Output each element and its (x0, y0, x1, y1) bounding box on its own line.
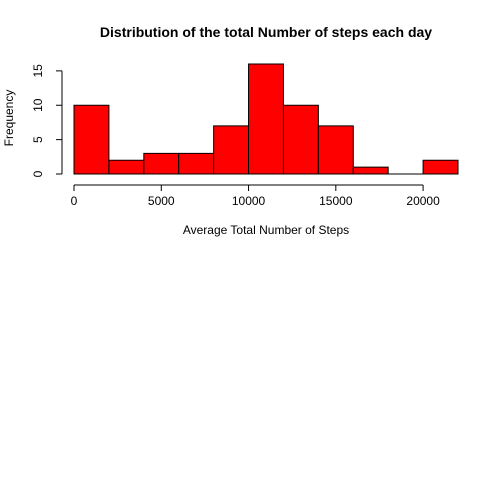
y-tick-label: 0 (31, 170, 45, 177)
y-tick-label: 15 (31, 64, 45, 78)
x-tick-label: 20000 (406, 194, 440, 208)
histogram-bar (108, 159, 145, 175)
y-axis-label: Frequency (2, 90, 16, 147)
histogram-bar (178, 152, 215, 175)
y-tick-label: 10 (31, 98, 45, 112)
x-tick-label: 0 (71, 194, 78, 208)
x-axis: 0 5000 10000 15000 20000 (71, 184, 440, 208)
x-axis-label: Average Total Number of Steps (183, 223, 349, 237)
histogram-bar (317, 125, 354, 175)
chart-title: Distribution of the total Number of step… (100, 24, 432, 40)
histogram-bar (248, 63, 284, 175)
bars-group (73, 63, 459, 175)
y-tick-label: 5 (31, 136, 45, 143)
y-axis: 0 5 10 15 (31, 64, 63, 177)
histogram-bar (213, 125, 250, 175)
histogram-bar (352, 166, 389, 175)
x-tick-label: 10000 (232, 194, 266, 208)
histogram-bar (422, 159, 459, 175)
histogram-bar (282, 104, 319, 175)
histogram-bar (73, 104, 110, 175)
x-tick-label: 5000 (148, 194, 175, 208)
x-tick-label: 15000 (319, 194, 353, 208)
histogram-bar (143, 152, 180, 175)
